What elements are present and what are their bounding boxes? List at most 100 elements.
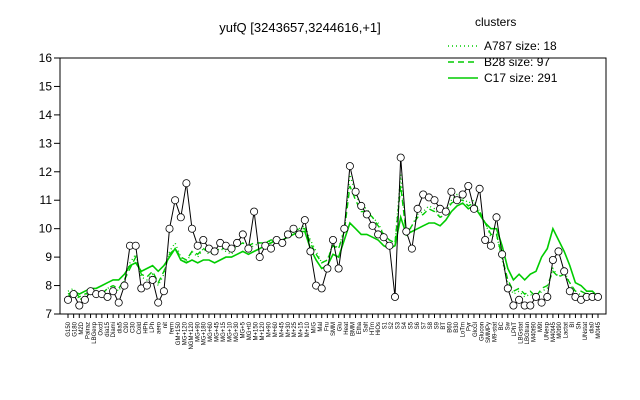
x-tick-label: M9t [538, 322, 544, 332]
y-tick-label: 15 [39, 79, 53, 93]
x-tick-label: Glu [337, 322, 343, 331]
data-point [227, 244, 236, 253]
x-tick-label: S4 [402, 321, 408, 329]
x-tick-label: UNexp [544, 321, 550, 340]
data-point [295, 230, 304, 239]
x-tick-label: MG+120 [182, 321, 188, 345]
x-tick-label: LBGexp [92, 321, 98, 343]
x-axis: G150 G180 M2D Pairaz LBGexp Oxctl dia15 Diami di… [66, 313, 602, 350]
x-tick-label: Pairaz [85, 322, 91, 339]
x-tick-label: nit [163, 322, 169, 329]
x-tick-label: dia5 [118, 321, 124, 333]
data-point [250, 207, 259, 216]
data-point [64, 295, 73, 304]
data-point [69, 290, 78, 299]
x-tick-label: M/G [312, 322, 318, 334]
x-tick-label: dia0 [590, 321, 596, 333]
plot-frame [59, 57, 607, 315]
data-point [80, 295, 89, 304]
x-tick-label: LPh [150, 322, 156, 333]
x-tick-label: S6 [415, 321, 421, 329]
x-tick-label: Cold [137, 322, 143, 334]
x-tick-label: M+25 [292, 321, 298, 337]
data-point [594, 292, 603, 301]
x-tick-label: M40t45 [551, 321, 557, 342]
x-tick-label: HiOs [376, 322, 382, 335]
y-tick-label: 11 [40, 193, 53, 207]
data-point [402, 227, 411, 236]
x-tick-label: S7 [421, 321, 427, 329]
x-tick-label: BI [570, 322, 576, 328]
y-tick-label: 13 [39, 136, 53, 150]
data-point [537, 298, 546, 307]
data-point [289, 224, 298, 233]
data-point [385, 241, 394, 250]
data-point [266, 244, 275, 253]
data-point [142, 281, 151, 290]
x-tick-label: dia15 [105, 321, 111, 336]
x-tick-label: M+120 [260, 321, 266, 340]
data-point [165, 224, 174, 233]
data-point [345, 162, 354, 171]
x-tick-label: M0t90 [557, 321, 563, 338]
x-tick-label: Sw [506, 321, 512, 330]
x-tick-label: Diami [111, 322, 117, 337]
data-point [238, 230, 247, 239]
x-tick-label: S8 [428, 321, 434, 329]
x-tick-label: S5 [409, 321, 415, 329]
data-point [390, 292, 399, 301]
data-point [357, 201, 366, 210]
x-tick-label: BC [499, 321, 505, 330]
y-tick-label: 9 [45, 250, 52, 264]
y-tick-label: 7 [45, 307, 52, 321]
x-tick-label: M9-stat [493, 322, 499, 342]
x-tick-label: G150 [66, 321, 72, 336]
x-tick-label: C90 [124, 321, 130, 333]
x-tick-label: M+60 [273, 321, 279, 337]
x-tick-label: Mal [318, 322, 324, 332]
data-point [486, 241, 495, 250]
x-tick-label: S9 [434, 321, 440, 329]
x-tick-label: Lactat [564, 322, 570, 339]
data-point [368, 221, 377, 230]
data-point [452, 196, 461, 205]
data-point [109, 287, 118, 296]
x-tick-label: HTm [370, 322, 376, 335]
data-point [103, 292, 112, 301]
x-tick-label: BMM [350, 322, 356, 336]
x-tick-label: M+10 [305, 321, 311, 337]
x-tick-label: M0t45 [596, 321, 602, 338]
x-tick-label: M2D [79, 321, 85, 334]
y-tick-label: 10 [39, 222, 53, 236]
data-point [334, 264, 343, 273]
data-point [154, 298, 163, 307]
data-point [340, 224, 349, 233]
x-tick-label: ferm [169, 322, 175, 334]
legend-title: clusters [475, 15, 516, 29]
data-point [323, 264, 332, 273]
data-point [75, 301, 84, 310]
data-point [171, 196, 180, 205]
data-point [560, 267, 569, 276]
x-tick-label: LoTm [460, 322, 466, 337]
x-tick-label: MG+t0 [247, 321, 253, 340]
x-tick-label: GlcGl [473, 322, 479, 337]
data-point [526, 301, 535, 310]
chart-title: yufQ [3243657,3244616,+1] [219, 20, 381, 35]
x-tick-label: S3 [396, 321, 402, 329]
data-point [441, 207, 450, 216]
x-tick-label: UNstat [583, 322, 589, 341]
x-tick-label: MG+5 [241, 321, 247, 338]
data-point [469, 204, 478, 213]
data-point [447, 187, 456, 196]
data-point [503, 284, 512, 293]
x-tick-label: MG+15 [221, 321, 227, 342]
data-point [120, 281, 129, 290]
data-point [278, 238, 287, 247]
x-tick-label: M+15 [299, 321, 305, 337]
y-axis: 7 8 9 10 11 12 13 14 15 16 [39, 51, 61, 321]
data-point [233, 238, 242, 247]
x-tick-label: MG+90 [195, 321, 201, 342]
y-tick-label: 8 [45, 279, 52, 293]
